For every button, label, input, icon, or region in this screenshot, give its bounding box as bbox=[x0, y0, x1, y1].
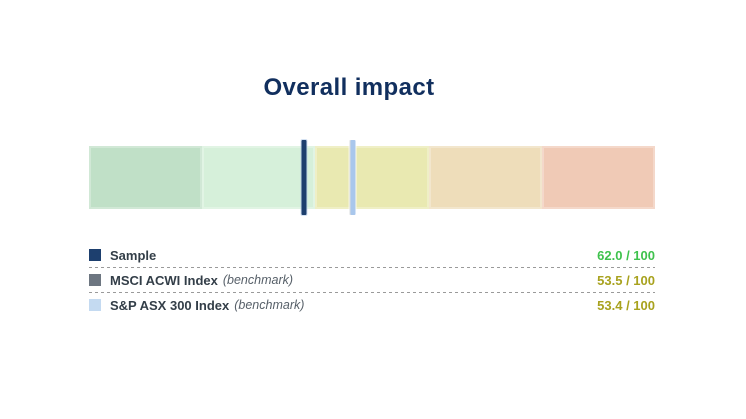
marker-sample bbox=[301, 140, 307, 215]
sp-asx-300-swatch bbox=[89, 299, 101, 311]
gauge-band bbox=[202, 146, 316, 209]
legend-row-sample: Sample 62.0 / 100 bbox=[89, 243, 655, 267]
benchmark-note: (benchmark) bbox=[222, 273, 294, 287]
overall-impact-gauge bbox=[89, 140, 656, 215]
legend-score: 62.0 / 100 bbox=[597, 247, 655, 263]
legend-score: 53.5 / 100 bbox=[597, 272, 655, 288]
gauge-color-bands bbox=[89, 146, 656, 209]
dashed-divider bbox=[89, 267, 655, 268]
legend-row-msci-acwi: MSCI ACWI Index (benchmark) 53.5 / 100 bbox=[89, 268, 655, 292]
legend-label: MSCI ACWI Index bbox=[110, 272, 218, 288]
page-title: Overall impact bbox=[263, 74, 435, 101]
gauge-band bbox=[428, 146, 542, 209]
legend-label: Sample bbox=[110, 247, 157, 263]
dashed-divider bbox=[89, 292, 655, 293]
gauge-band bbox=[89, 146, 203, 209]
legend-row-sp-asx-300: S&P ASX 300 Index (benchmark) 53.4 / 100 bbox=[89, 293, 655, 317]
legend: Sample 62.0 / 100 MSCI ACWI Index (bench… bbox=[89, 243, 655, 317]
benchmark-note: (benchmark) bbox=[234, 298, 305, 312]
marker-s-p-asx-300-index bbox=[350, 140, 356, 215]
legend-score: 53.4 / 100 bbox=[597, 297, 655, 313]
msci-acwi-swatch bbox=[89, 274, 101, 286]
gauge-band bbox=[315, 146, 429, 209]
sample-swatch bbox=[89, 249, 101, 261]
gauge-band bbox=[541, 146, 656, 209]
legend-label: S&P ASX 300 Index bbox=[110, 297, 230, 313]
